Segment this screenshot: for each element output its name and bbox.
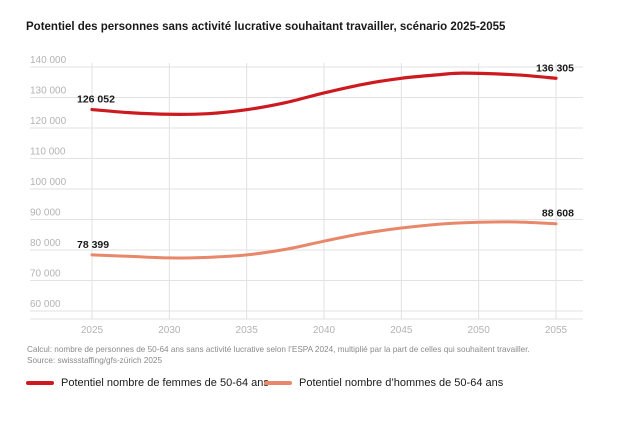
legend-swatch-women xyxy=(26,381,54,385)
x-tick-label-2050: 2050 xyxy=(468,325,491,336)
y-tick-label-60000: 60 000 xyxy=(30,299,61,310)
y-tick-label-110000: 110 000 xyxy=(30,147,66,158)
calculation-note: Calcul: nombre de personnes de 50-64 ans… xyxy=(27,345,530,354)
x-tick-label-2045: 2045 xyxy=(390,325,413,336)
y-tick-label-120000: 120 000 xyxy=(30,116,67,127)
x-tick-label-2035: 2035 xyxy=(236,325,259,336)
x-tick-label-2030: 2030 xyxy=(158,325,181,336)
y-tick-label-130000: 130 000 xyxy=(30,86,67,97)
x-tick-label-2055: 2055 xyxy=(545,325,568,336)
data-label-women-start: 126 052 xyxy=(77,94,115,106)
source-note: Source: swissstaffing/gfs-zürich 2025 xyxy=(27,356,163,365)
data-labels: 126 052 136 305 78 399 88 608 xyxy=(77,62,574,251)
data-label-women-end: 136 305 xyxy=(536,62,574,74)
legend-swatch-men xyxy=(264,381,292,385)
x-axis: 2025 2030 2035 2040 2045 2050 2055 xyxy=(81,325,568,336)
series-line-men xyxy=(90,220,558,260)
grid-lines xyxy=(30,63,583,320)
x-tick-label-2025: 2025 xyxy=(81,325,104,336)
series-line-women xyxy=(90,71,558,116)
legend-item-men: Potentiel nombre d’hommes de 50-64 ans xyxy=(264,377,503,389)
y-tick-label-100000: 100 000 xyxy=(30,177,67,188)
y-tick-label-80000: 80 000 xyxy=(30,238,61,249)
y-tick-label-140000: 140 000 xyxy=(30,55,67,66)
series-lines xyxy=(90,71,558,260)
legend-label-women: Potentiel nombre de femmes de 50-64 ans xyxy=(61,377,269,389)
y-axis: 60 000 70 000 80 000 90 000 100 000 110 000 12… xyxy=(30,55,67,310)
legend-label-men: Potentiel nombre d’hommes de 50-64 ans xyxy=(299,377,504,389)
y-tick-label-70000: 70 000 xyxy=(30,269,61,280)
x-tick-label-2040: 2040 xyxy=(313,325,336,336)
legend-item-women: Potentiel nombre de femmes de 50-64 ans xyxy=(26,377,269,389)
chart-title: Potentiel des personnes sans activité lu… xyxy=(26,21,506,33)
data-label-men-start: 78 399 xyxy=(77,239,109,251)
y-tick-label-90000: 90 000 xyxy=(30,208,61,219)
data-label-men-end: 88 608 xyxy=(542,208,574,220)
